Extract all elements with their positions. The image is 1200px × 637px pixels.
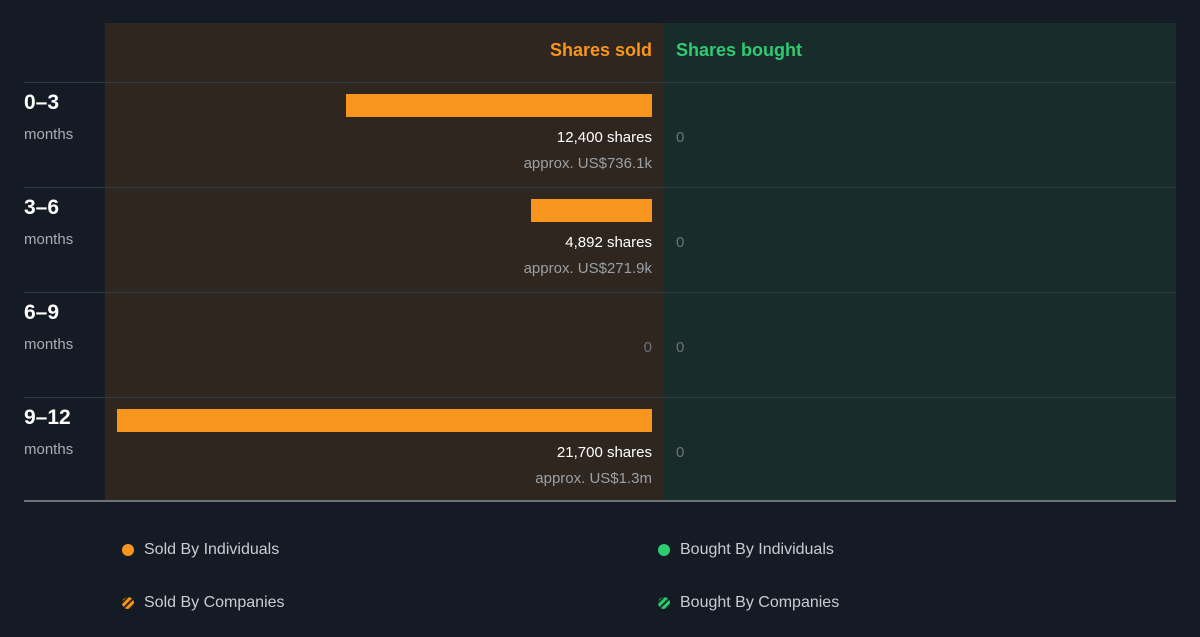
- period-unit: months: [24, 126, 74, 143]
- sold-bar: [346, 94, 652, 117]
- row-divider: [24, 397, 1176, 398]
- legend-label: Bought By Individuals: [680, 541, 834, 558]
- bought-value: 0: [676, 129, 685, 146]
- row-divider: [24, 82, 1176, 83]
- sold-value-label: approx. US$1.3m: [535, 470, 652, 487]
- legend-bought-companies[interactable]: Bought By Companies: [658, 594, 839, 612]
- sold-shares-label: 21,700 shares: [556, 444, 652, 461]
- period-unit: months: [24, 336, 74, 353]
- legend-label: Sold By Companies: [144, 594, 285, 611]
- bought-value: 0: [676, 234, 685, 251]
- legend-label: Bought By Companies: [680, 594, 840, 611]
- bought-value: 0: [676, 339, 685, 356]
- sold-bar: [117, 409, 652, 432]
- orange-dot-icon: [122, 544, 134, 556]
- shares-sold-header: Shares sold: [549, 40, 652, 60]
- orange-hatched-dot-icon: [122, 597, 134, 609]
- legend-bought-individuals[interactable]: Bought By Individuals: [658, 541, 834, 559]
- period-label: 9–12: [24, 406, 71, 429]
- sold-shares-label: 4,892 shares: [565, 234, 652, 251]
- period-unit: months: [24, 441, 74, 458]
- shares-bought-header: Shares bought: [676, 40, 803, 60]
- bought-panel: [663, 23, 1176, 501]
- sold-shares-label: 12,400 shares: [556, 129, 652, 146]
- green-hatched-dot-icon: [658, 597, 670, 609]
- legend-sold-individuals[interactable]: Sold By Individuals: [122, 541, 279, 559]
- chart-baseline: [24, 500, 1176, 502]
- sold-bar: [531, 199, 652, 222]
- period-label: 0–3: [24, 91, 60, 114]
- legend-sold-companies[interactable]: Sold By Companies: [122, 594, 285, 612]
- legend-label: Sold By Individuals: [144, 541, 280, 558]
- bought-value: 0: [676, 444, 685, 461]
- period-unit: months: [24, 231, 74, 248]
- sold-value-label: approx. US$736.1k: [523, 155, 652, 172]
- row-divider: [24, 187, 1176, 188]
- row-divider: [24, 292, 1176, 293]
- sold-value-label: approx. US$271.9k: [523, 260, 652, 277]
- period-label: 6–9: [24, 301, 60, 324]
- green-dot-icon: [658, 544, 670, 556]
- period-label: 3–6: [24, 196, 60, 219]
- sold-value: 0: [643, 339, 652, 356]
